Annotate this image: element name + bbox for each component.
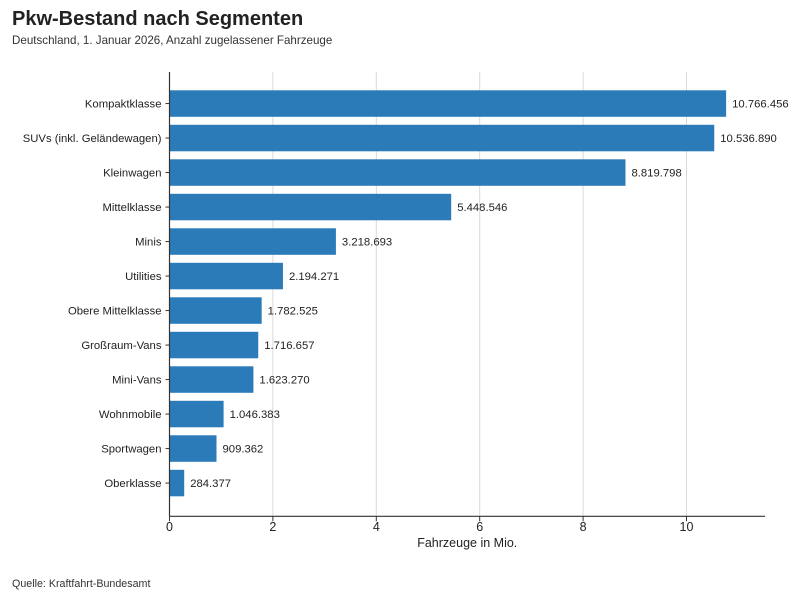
svg-text:10.536.890: 10.536.890 [720, 133, 777, 145]
svg-text:3.218.693: 3.218.693 [342, 237, 392, 249]
svg-text:10.766.456: 10.766.456 [732, 99, 789, 111]
svg-text:1.782.525: 1.782.525 [268, 306, 318, 318]
svg-text:Kleinwagen: Kleinwagen [103, 168, 161, 180]
svg-text:Mini-Vans: Mini-Vans [112, 375, 162, 387]
svg-text:6: 6 [476, 520, 483, 534]
svg-text:Wohnmobile: Wohnmobile [99, 409, 162, 421]
svg-text:Utilities: Utilities [125, 271, 162, 283]
svg-text:Obere Mittelklasse: Obere Mittelklasse [68, 306, 162, 318]
svg-text:284.377: 284.377 [190, 478, 231, 490]
svg-text:0: 0 [166, 520, 173, 534]
svg-text:Fahrzeuge in Mio.: Fahrzeuge in Mio. [417, 536, 517, 550]
svg-text:Großraum-Vans: Großraum-Vans [81, 340, 161, 352]
svg-text:1.623.270: 1.623.270 [259, 375, 309, 387]
svg-text:Sportwagen: Sportwagen [101, 444, 161, 456]
svg-text:1.046.383: 1.046.383 [230, 409, 280, 421]
svg-text:Minis: Minis [135, 237, 162, 249]
svg-text:10: 10 [680, 520, 694, 534]
svg-text:8: 8 [580, 520, 587, 534]
svg-text:2: 2 [269, 520, 276, 534]
svg-text:909.362: 909.362 [223, 444, 264, 456]
svg-text:2.194.271: 2.194.271 [289, 271, 339, 283]
svg-text:SUVs (inkl. Geländewagen): SUVs (inkl. Geländewagen) [23, 133, 162, 145]
svg-text:1.716.657: 1.716.657 [264, 340, 314, 352]
svg-text:Kompaktklasse: Kompaktklasse [85, 99, 162, 111]
svg-text:Mittelklasse: Mittelklasse [102, 202, 161, 214]
svg-text:5.448.546: 5.448.546 [457, 202, 507, 214]
svg-text:4: 4 [373, 520, 380, 534]
svg-text:Oberklasse: Oberklasse [104, 478, 161, 490]
svg-text:8.819.798: 8.819.798 [631, 168, 681, 180]
